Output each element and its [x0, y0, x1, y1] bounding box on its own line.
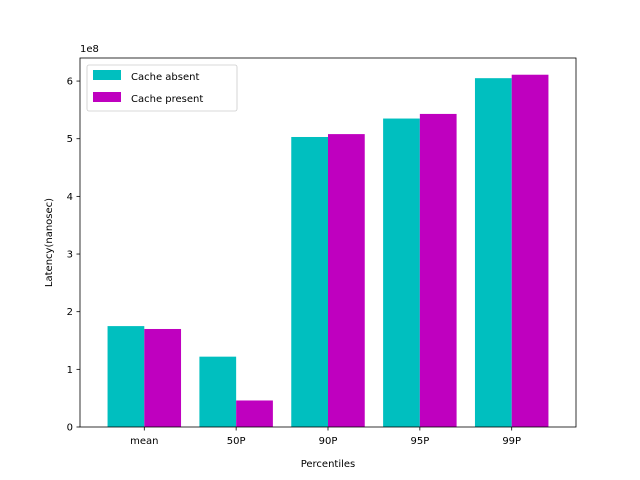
- legend-label-cache-absent: Cache absent: [131, 72, 199, 83]
- x-axis: mean 50P 90P 95P 99P: [130, 427, 521, 447]
- x-tick-label: 50P: [227, 436, 246, 447]
- x-tick-label: 95P: [410, 436, 429, 447]
- y-axis-label: Latency(nanosec): [44, 198, 55, 287]
- y-tick-label: 0: [67, 423, 73, 434]
- y-tick-label: 3: [67, 250, 73, 261]
- y-axis: 0 1 2 3 4 5 6: [67, 77, 80, 434]
- bar-cache-present-mean: [144, 328, 182, 427]
- bars-group: [107, 74, 549, 428]
- bar-cache-present-50p: [236, 400, 273, 427]
- x-tick-label: 90P: [319, 436, 338, 447]
- y-tick-label: 6: [67, 77, 73, 88]
- bar-cache-present-95p: [419, 113, 457, 427]
- y-tick-label: 5: [67, 134, 73, 145]
- bar-cache-absent-95p: [383, 118, 420, 427]
- bar-cache-absent-50p: [199, 356, 237, 427]
- legend-frame: [86, 64, 238, 112]
- legend-label-cache-present: Cache present: [131, 94, 203, 105]
- legend-swatch-cache-present: [93, 92, 121, 102]
- x-tick-label: mean: [130, 436, 158, 447]
- legend-swatch-cache-absent: [93, 70, 121, 80]
- y-tick-label: 2: [67, 307, 73, 318]
- y-tick-label: 4: [67, 192, 73, 203]
- legend: Cache absent Cache present: [86, 64, 238, 112]
- y-tick-label: 1: [67, 365, 73, 376]
- bar-cache-absent-90p: [291, 136, 328, 427]
- bar-cache-present-90p: [328, 134, 365, 427]
- bar-cache-absent-99p: [474, 78, 512, 427]
- bar-cache-present-99p: [511, 74, 549, 428]
- x-axis-label: Percentiles: [301, 459, 356, 470]
- x-tick-label: 99P: [502, 436, 521, 447]
- y-scale-label: 1e8: [80, 44, 99, 55]
- bar-cache-absent-mean: [107, 326, 145, 427]
